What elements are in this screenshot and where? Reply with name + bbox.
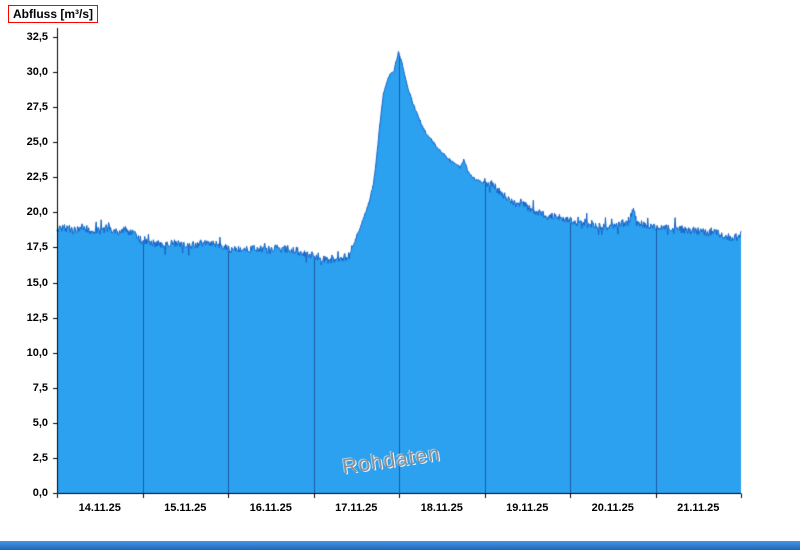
chart-title: Abfluss [m³/s] bbox=[8, 5, 99, 23]
window-bottom-border bbox=[0, 541, 800, 550]
